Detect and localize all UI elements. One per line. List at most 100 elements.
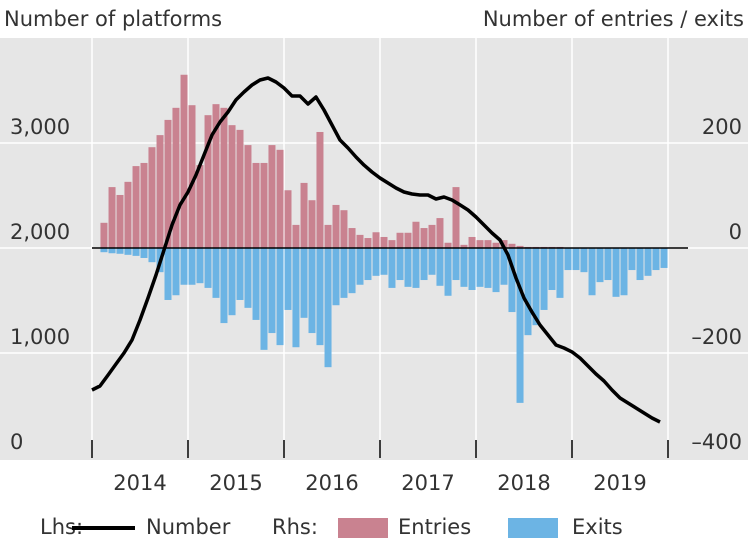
bar [108,187,116,248]
bar [316,248,324,346]
bar [452,187,460,248]
bar [596,248,604,283]
y-axis-title: Number of platforms [4,7,222,31]
bar [356,248,364,285]
bar [380,248,388,275]
bar [148,147,156,248]
x-tick-label: 2014 [113,471,166,495]
bar [292,224,300,248]
bar [636,248,644,281]
bar [164,119,172,249]
bar [484,248,492,288]
legend-label: Entries [398,515,471,539]
bar [268,248,276,334]
bar [260,162,268,248]
bar [460,248,468,287]
bar [612,248,620,297]
bar [204,248,212,288]
x-tick-label: 2016 [305,471,358,495]
bar [444,242,452,248]
bar [148,248,156,263]
legend: Lhs: Number Rhs: Entries Exits [40,515,623,539]
bar [116,194,124,248]
bar [500,248,508,285]
bar [476,240,484,248]
bar [364,238,372,248]
bar [260,248,268,350]
bar [580,248,588,273]
bar [340,210,348,248]
bar [292,248,300,348]
bar [244,248,252,308]
bar [124,181,132,248]
bar [268,145,276,248]
bar [324,248,332,368]
bar [124,248,132,255]
bar [372,232,380,248]
bar [100,248,108,253]
bar [236,248,244,300]
legend-label: Exits [572,515,623,539]
bar [436,248,444,286]
bar [140,162,148,248]
bar [524,248,532,336]
bar [452,248,460,281]
bar [572,248,580,271]
bar [532,248,540,326]
bar [628,248,636,271]
x-tick-label: 2019 [593,471,646,495]
bar [212,104,220,249]
y-tick-label: 2,000 [10,220,70,244]
y2-axis-title: Number of entries / exits [483,7,744,31]
bar [324,224,332,248]
bar [412,248,420,288]
bar [492,248,500,293]
y-tick-label: 1,000 [10,325,70,349]
x-tick-label: 2017 [401,471,454,495]
bar [388,240,396,248]
bar [620,248,628,296]
bar [244,145,252,248]
bar [276,248,284,346]
bar [508,243,516,248]
legend-swatch [338,518,388,538]
bar [220,248,228,324]
y-tick-label: 3,000 [10,115,70,139]
bar [308,248,316,334]
bar [340,248,348,298]
bar [252,248,260,320]
bar [308,200,316,248]
bar [188,105,196,248]
bar [228,248,236,316]
bar [156,135,164,248]
bar [508,248,516,313]
bar [444,248,452,296]
bar [188,248,196,285]
bar [196,165,204,248]
bar [180,74,188,248]
bar [172,107,180,248]
bar [252,162,260,248]
x-tick-label: 2015 [209,471,262,495]
bar [204,115,212,248]
y2-tick-label: –400 [691,430,742,454]
bar [196,248,204,284]
bar [428,248,436,275]
bar [356,234,364,248]
bar [540,248,548,310]
bar [316,131,324,248]
bar [460,244,468,248]
bar [180,248,188,285]
bar [212,248,220,298]
bar [404,232,412,248]
x-tick-label: 2018 [497,471,550,495]
bar [100,222,108,248]
bar [332,248,340,306]
bar [284,248,292,310]
bar [420,248,428,281]
bar [276,149,284,248]
bar [484,240,492,248]
bar [300,248,308,318]
